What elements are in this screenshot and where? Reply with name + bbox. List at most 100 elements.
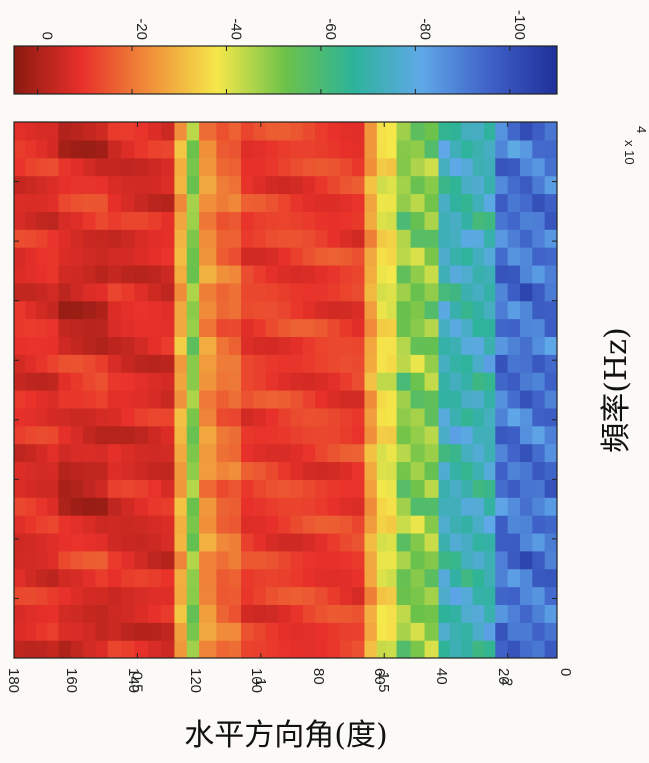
heatmap-cell [461,372,474,391]
heatmap-cell [278,300,292,320]
heatmap-cell [228,211,242,230]
y-tick-label: 40 [433,668,450,685]
heatmap-cell [472,568,485,588]
heatmap-cell [121,550,136,570]
heatmap-cell [410,497,426,516]
heatmap-cell [241,497,255,516]
heatmap-cell [147,372,162,391]
heatmap-cell [339,479,353,498]
heatmap-cell [339,407,353,427]
heatmap-cell [327,229,341,248]
heatmap-cell [472,247,485,266]
heatmap-cell [327,175,341,195]
heatmap-cell [25,318,37,337]
heatmap-cell [199,193,217,212]
heatmap-cell [364,407,378,427]
heatmap-cell [352,586,366,605]
heatmap-cell [483,515,496,534]
heatmap-cell [424,193,440,212]
heatmap-cell [315,336,329,355]
heatmap-cell [278,425,292,445]
heatmap-cell [315,282,329,302]
heatmap-cell [507,175,521,195]
heatmap-cell [174,515,188,534]
heatmap-cell [339,604,353,623]
heatmap-cell [265,515,279,534]
heatmap-cell [95,407,109,427]
heatmap-cell [58,515,72,534]
heatmap-cell [386,211,398,230]
heatmap-cell [483,139,496,159]
heatmap-cell [327,550,341,570]
heatmap-cell [424,300,440,320]
heatmap-cell [186,497,200,516]
heatmap-cell [376,264,388,284]
heatmap-cell [438,229,451,248]
heatmap-cell [376,336,388,355]
y-tick-label: 0 [557,668,574,676]
heatmap-cell [58,390,72,409]
heatmap-cell [134,532,149,552]
heatmap-cell [483,443,496,463]
heatmap-cell [134,497,149,516]
heatmap-cell [14,175,26,195]
heatmap-cell [483,390,496,409]
heatmap-cell [25,532,37,552]
heatmap-cell [339,425,353,445]
heatmap-cell [544,282,557,302]
heatmap-cell [302,318,316,337]
heatmap-cell [410,550,426,570]
heatmap-cell [386,497,398,516]
heatmap-cell [483,532,496,552]
heatmap-cell [174,604,188,623]
heatmap-cell [199,175,217,195]
heatmap-cell [134,354,149,373]
heatmap-cell [544,515,557,534]
heatmap-cell [424,586,440,605]
heatmap-cell [386,264,398,284]
heatmap-cell [216,532,230,552]
heatmap-cell [327,622,341,641]
heatmap-cell [14,497,26,516]
heatmap-cell [495,193,509,212]
heatmap-cell [339,282,353,302]
heatmap-cell [507,336,521,355]
heatmap-cell [449,568,462,588]
heatmap-cell [147,479,162,498]
heatmap-cell [95,139,109,159]
heatmap-cell [376,211,388,230]
heatmap-cell [507,532,521,552]
heatmap-cell [107,550,122,570]
heatmap-cell [147,515,162,534]
heatmap-cell [376,461,388,480]
heatmap-cell [519,497,533,516]
heatmap-cell [83,390,97,409]
heatmap-cell [174,193,188,212]
heatmap-cell [339,211,353,230]
heatmap-cell [14,354,26,373]
heatmap-cell [364,532,378,552]
heatmap-cell [161,497,176,516]
heatmap-cell [483,122,496,141]
heatmap-cell [519,407,533,427]
heatmap-cell [134,622,149,641]
heatmap-cell [472,157,485,177]
heatmap-cell [461,443,474,463]
heatmap-cell [290,122,304,141]
heatmap-cell [302,139,316,159]
heatmap-cell [147,443,162,463]
heatmap-cell [386,407,398,427]
heatmap-cell [532,211,546,230]
heatmap-cell [302,568,316,588]
heatmap-cell [327,532,341,552]
heatmap-cell [544,372,557,391]
heatmap-cell [507,640,521,658]
heatmap-cell [449,622,462,641]
y-tick-label: 160 [63,668,80,693]
heatmap-cell [134,282,149,302]
heatmap-cell [199,264,217,284]
heatmap-cell [47,497,60,516]
heatmap-cell [483,586,496,605]
heatmap-cell [290,461,304,480]
heatmap-cell [495,175,509,195]
